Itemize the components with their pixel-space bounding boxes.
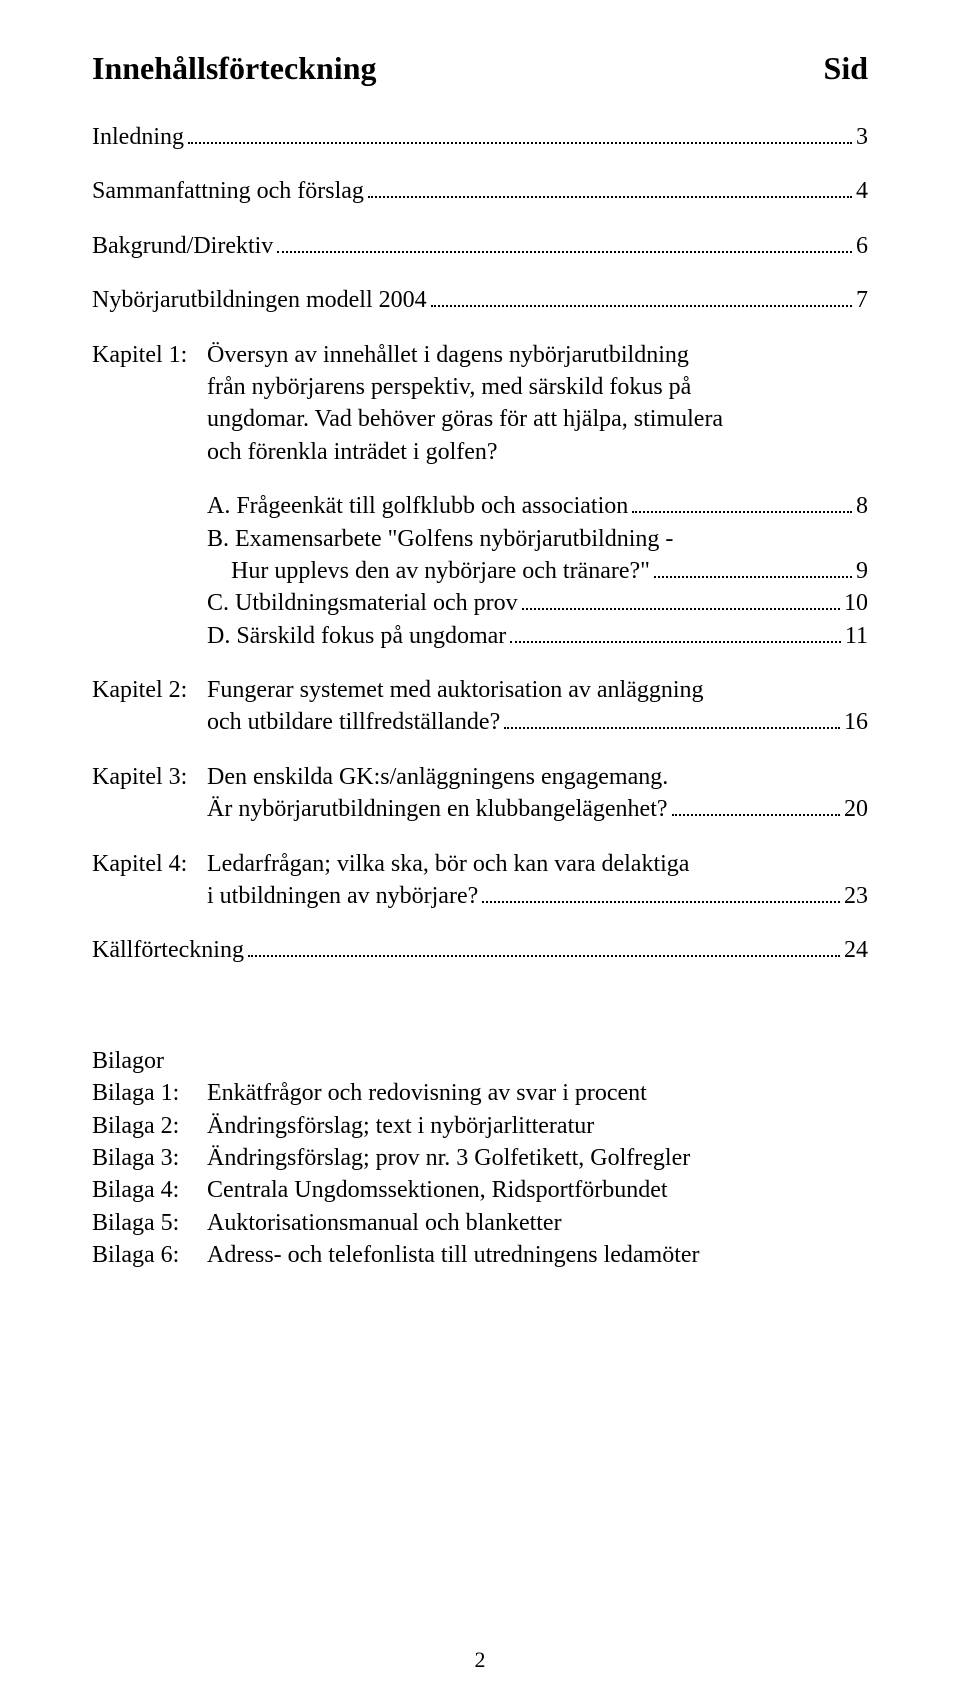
chapter-prefix: Kapitel 4: <box>92 848 207 880</box>
chapter-body: Den enskilda GK:s/anläggningens engagema… <box>207 761 868 826</box>
chapter-line1: Ledarfrågan; vilka ska, bör och kan vara… <box>207 848 868 880</box>
chapter-body: Ledarfrågan; vilka ska, bör och kan vara… <box>207 848 868 913</box>
bilaga-desc: Auktorisationsmanual och blanketter <box>207 1207 868 1239</box>
chapter-line2: i utbildningen av nybörjare? 23 <box>207 880 868 912</box>
chapter-line2-page: 16 <box>844 706 868 738</box>
bilaga-row: Bilaga 1: Enkätfrågor och redovisning av… <box>92 1077 868 1109</box>
bilaga-desc: Adress- och telefonlista till utredninge… <box>207 1239 868 1271</box>
chapter-line2-page: 20 <box>844 793 868 825</box>
chapter-prefix: Kapitel 2: <box>92 674 207 706</box>
leader-dots <box>277 251 852 253</box>
chapter-prefix: Kapitel 3: <box>92 761 207 793</box>
sub-page: 8 <box>856 490 868 522</box>
bilaga-desc: Ändringsförslag; text i nybörjarlitterat… <box>207 1110 868 1142</box>
chapter-body: Översyn av innehållet i dagens nybörjaru… <box>207 339 868 653</box>
leader-dots <box>522 608 840 610</box>
bilaga-row: Bilaga 6: Adress- och telefonlista till … <box>92 1239 868 1271</box>
sub-label: B. Examensarbete "Golfens nybörjarutbild… <box>207 523 673 555</box>
chapter-1: Kapitel 1: Översyn av innehållet i dagen… <box>92 339 868 653</box>
toc-entry-label: Bakgrund/Direktiv <box>92 230 273 262</box>
bilaga-row: Bilaga 2: Ändringsförslag; text i nybörj… <box>92 1110 868 1142</box>
sub-page: 9 <box>856 555 868 587</box>
leader-dots <box>431 305 852 307</box>
chapter-line2-label: i utbildningen av nybörjare? <box>207 880 478 912</box>
leader-dots <box>368 196 852 198</box>
chapter-line2: Är nybörjarutbildningen en klubbangeläge… <box>207 793 868 825</box>
toc-entry-page: 6 <box>856 230 868 262</box>
sub-label: A. Frågeenkät till golfklubb och associa… <box>207 490 628 522</box>
toc-entry-label: Inledning <box>92 121 184 153</box>
chapter-3: Kapitel 3: Den enskilda GK:s/anläggninge… <box>92 761 868 826</box>
bilaga-desc: Enkätfrågor och redovisning av svar i pr… <box>207 1077 868 1109</box>
leader-dots <box>672 814 840 816</box>
bilaga-prefix: Bilaga 3: <box>92 1142 207 1174</box>
sub-page: 10 <box>844 587 868 619</box>
toc-entry-page: 4 <box>856 175 868 207</box>
chapter-line1: Fungerar systemet med auktorisation av a… <box>207 674 868 706</box>
chapter-sub-d: D. Särskild fokus på ungdomar 11 <box>207 620 868 652</box>
chapter-sub-c: C. Utbildningsmaterial och prov 10 <box>207 587 868 619</box>
chapter-line2-label: och utbildare tillfredställande? <box>207 706 500 738</box>
chapter-2: Kapitel 2: Fungerar systemet med auktori… <box>92 674 868 739</box>
toc-entry-page: 7 <box>856 284 868 316</box>
leader-dots <box>504 727 840 729</box>
chapter-line2-label: Är nybörjarutbildningen en klubbangeläge… <box>207 793 668 825</box>
leader-dots <box>654 576 852 578</box>
toc-entry-label: Nybörjarutbildningen modell 2004 <box>92 284 427 316</box>
bilaga-row: Bilaga 3: Ändringsförslag; prov nr. 3 Go… <box>92 1142 868 1174</box>
toc-entry: Bakgrund/Direktiv 6 <box>92 230 868 262</box>
bilaga-prefix: Bilaga 5: <box>92 1207 207 1239</box>
leader-dots <box>248 955 840 957</box>
toc-entry-label: Sammanfattning och förslag <box>92 175 364 207</box>
chapter-line1: Den enskilda GK:s/anläggningens engagema… <box>207 761 868 793</box>
chapter-line2: och utbildare tillfredställande? 16 <box>207 706 868 738</box>
chapter-prefix: Kapitel 1: <box>92 339 207 371</box>
kallforteckning-label: Källförteckning <box>92 934 244 966</box>
bilagor-heading: Bilagor <box>92 1045 868 1077</box>
kall-block: Källförteckning 24 <box>92 934 868 966</box>
chapter-sub-b-line2: Hur upplevs den av nybörjare och tränare… <box>207 555 868 587</box>
leader-dots <box>188 142 852 144</box>
toc-entry: Inledning 3 <box>92 121 868 153</box>
toc-heading: Innehållsförteckning <box>92 50 376 87</box>
chapter-body: Fungerar systemet med auktorisation av a… <box>207 674 868 739</box>
chapter-sub-b-line1: B. Examensarbete "Golfens nybörjarutbild… <box>207 523 868 555</box>
bilaga-desc: Centrala Ungdomssektionen, Ridsportförbu… <box>207 1174 868 1206</box>
toc-entry: Sammanfattning och förslag 4 <box>92 175 868 207</box>
toc-heading-page: Sid <box>824 50 868 87</box>
leader-dots <box>510 641 841 643</box>
sub-label: Hur upplevs den av nybörjare och tränare… <box>207 555 650 587</box>
chapter-sub-a: A. Frågeenkät till golfklubb och associa… <box>207 490 868 522</box>
bilaga-row: Bilaga 5: Auktorisationsmanual och blank… <box>92 1207 868 1239</box>
document-page: Innehållsförteckning Sid Inledning 3 Sam… <box>0 0 960 1701</box>
page-number: 2 <box>0 1647 960 1673</box>
bilaga-prefix: Bilaga 4: <box>92 1174 207 1206</box>
bilaga-row: Bilaga 4: Centrala Ungdomssektionen, Rid… <box>92 1174 868 1206</box>
leader-dots <box>482 901 840 903</box>
sub-label: C. Utbildningsmaterial och prov <box>207 587 518 619</box>
leader-dots <box>632 511 852 513</box>
bilaga-prefix: Bilaga 6: <box>92 1239 207 1271</box>
bilaga-prefix: Bilaga 1: <box>92 1077 207 1109</box>
chapter-description: Översyn av innehållet i dagens nybörjaru… <box>207 339 868 469</box>
chapter-line2-page: 23 <box>844 880 868 912</box>
sub-page: 11 <box>845 620 868 652</box>
toc-heading-row: Innehållsförteckning Sid <box>92 50 868 87</box>
toc-entry-page: 3 <box>856 121 868 153</box>
kallforteckning-page: 24 <box>844 934 868 966</box>
toc-entry: Nybörjarutbildningen modell 2004 7 <box>92 284 868 316</box>
kallforteckning: Källförteckning 24 <box>92 934 868 966</box>
toc-simple-block: Inledning 3 Sammanfattning och förslag 4… <box>92 121 868 317</box>
bilaga-desc: Ändringsförslag; prov nr. 3 Golfetikett,… <box>207 1142 868 1174</box>
chapter-4: Kapitel 4: Ledarfrågan; vilka ska, bör o… <box>92 848 868 913</box>
bilagor-block: Bilagor Bilaga 1: Enkätfrågor och redovi… <box>92 1045 868 1272</box>
bilaga-prefix: Bilaga 2: <box>92 1110 207 1142</box>
sub-label: D. Särskild fokus på ungdomar <box>207 620 506 652</box>
